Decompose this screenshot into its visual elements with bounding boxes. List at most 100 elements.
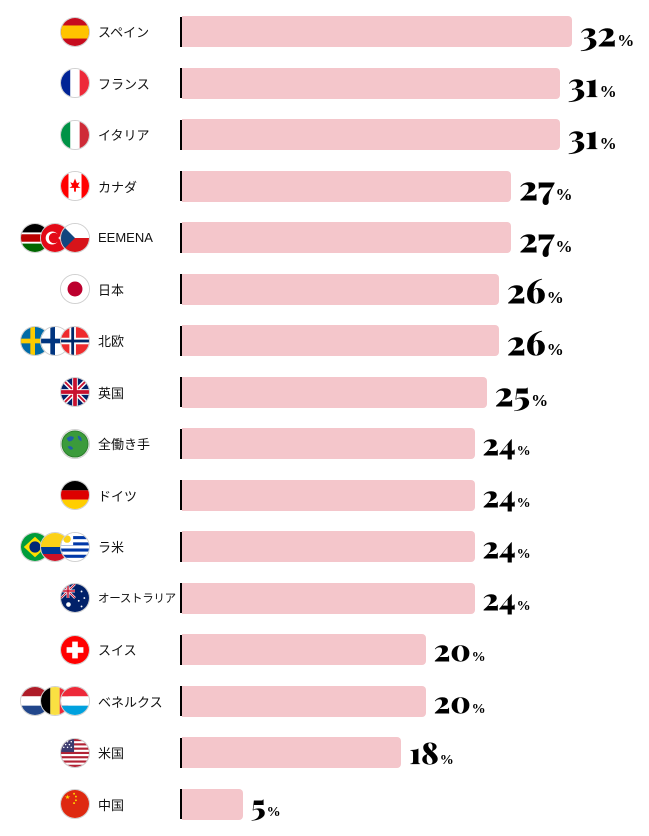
- value-number: 24: [483, 583, 516, 613]
- flag-icon-ch: [60, 635, 90, 665]
- chart-row: 中国 5%: [0, 779, 649, 831]
- chart-row: ベネルクス 20%: [0, 676, 649, 728]
- row-label: 日本: [92, 280, 180, 299]
- bar-container: 24%: [180, 480, 649, 511]
- flag-group: [0, 480, 92, 510]
- flag-group: [0, 635, 92, 665]
- bar-container: 24%: [180, 583, 649, 614]
- value-number: 26: [507, 272, 546, 306]
- flag-icon-ca: [60, 171, 90, 201]
- value-suffix: %: [547, 289, 564, 306]
- value-number: 31: [568, 118, 599, 152]
- bar-container: 20%: [180, 686, 649, 717]
- bar-container: 24%: [180, 428, 649, 459]
- bar-container: 26%: [180, 324, 649, 358]
- flag-icon-lu: [60, 686, 90, 716]
- bar: [182, 480, 475, 511]
- row-label: EEMENA: [92, 230, 180, 245]
- value-number: 31: [568, 66, 599, 100]
- row-value: 20%: [426, 634, 486, 665]
- value-suffix: %: [267, 806, 281, 820]
- bar-container: 32%: [180, 15, 649, 49]
- row-label: ラ米: [92, 537, 180, 556]
- flag-icon-us: [60, 738, 90, 768]
- value-number: 24: [483, 531, 516, 561]
- bar: [182, 325, 499, 356]
- row-label: カナダ: [92, 177, 180, 196]
- bar: [182, 274, 499, 305]
- value-suffix: %: [517, 548, 531, 562]
- bar: [182, 428, 475, 459]
- row-label: 中国: [92, 795, 180, 814]
- chart-row: スペイン32%: [0, 6, 649, 58]
- value-suffix: %: [600, 135, 617, 152]
- row-value: 26%: [499, 324, 564, 358]
- chart-row: EEMENA 27%: [0, 212, 649, 264]
- flag-icon-uk: [60, 377, 90, 407]
- flag-icon-it: [60, 120, 90, 150]
- flag-group: [0, 274, 92, 304]
- row-value: 26%: [499, 272, 564, 306]
- chart-row: カナダ 27%: [0, 161, 649, 213]
- value-suffix: %: [555, 238, 572, 255]
- chart-row: ラ米 24%: [0, 521, 649, 573]
- value-number: 26: [507, 324, 546, 358]
- bar: [182, 377, 487, 408]
- bar-container: 27%: [180, 169, 649, 203]
- chart-row: イタリア31%: [0, 109, 649, 161]
- chart-row: 北欧 26%: [0, 315, 649, 367]
- row-value: 24%: [475, 428, 531, 459]
- value-number: 24: [483, 428, 516, 458]
- bar: [182, 634, 426, 665]
- bar-container: 31%: [180, 118, 649, 152]
- value-suffix: %: [600, 83, 617, 100]
- flag-group: [0, 223, 92, 253]
- value-number: 18: [409, 737, 438, 767]
- flag-icon-uy: [60, 532, 90, 562]
- bar-container: 20%: [180, 634, 649, 665]
- flag-group: [0, 686, 92, 716]
- bar: [182, 531, 475, 562]
- row-label: 米国: [92, 743, 180, 762]
- flag-icon-fr: [60, 68, 90, 98]
- flag-group: [0, 17, 92, 47]
- value-number: 27: [519, 221, 554, 255]
- value-suffix: %: [555, 186, 572, 203]
- row-label: 北欧: [92, 331, 180, 350]
- flag-group: [0, 738, 92, 768]
- country-bar-chart: スペイン32%フランス31%イタリア31%カナダ27%EEMENA27%日本26…: [0, 6, 649, 830]
- flag-icon-no: [60, 326, 90, 356]
- row-label: ベネルクス: [92, 692, 180, 711]
- row-value: 24%: [475, 583, 531, 614]
- row-value: 20%: [426, 686, 486, 717]
- bar: [182, 119, 560, 150]
- chart-row: オーストラリア 24%: [0, 573, 649, 625]
- flag-group: [0, 326, 92, 356]
- row-value: 27%: [511, 169, 572, 203]
- value-suffix: %: [472, 651, 486, 665]
- value-number: 20: [434, 634, 471, 664]
- value-suffix: %: [472, 703, 486, 717]
- flag-group: [0, 68, 92, 98]
- row-label: フランス: [92, 74, 180, 93]
- row-label: オーストラリア: [92, 590, 180, 606]
- row-value: 25%: [487, 375, 548, 409]
- flag-icon-cn: [60, 789, 90, 819]
- flag-group: [0, 377, 92, 407]
- bar: [182, 68, 560, 99]
- row-value: 27%: [511, 221, 572, 255]
- bar: [182, 583, 475, 614]
- value-suffix: %: [517, 445, 531, 459]
- flag-group: [0, 171, 92, 201]
- chart-row: ドイツ24%: [0, 470, 649, 522]
- bar: [182, 737, 401, 768]
- row-label: スペイン: [92, 22, 180, 41]
- value-number: 5: [251, 789, 266, 819]
- bar: [182, 16, 572, 47]
- chart-row: 英国25%: [0, 367, 649, 419]
- bar-container: 27%: [180, 221, 649, 255]
- flag-group: [0, 583, 92, 613]
- row-label: ドイツ: [92, 486, 180, 505]
- row-value: 24%: [475, 531, 531, 562]
- flag-icon-cz: [60, 223, 90, 253]
